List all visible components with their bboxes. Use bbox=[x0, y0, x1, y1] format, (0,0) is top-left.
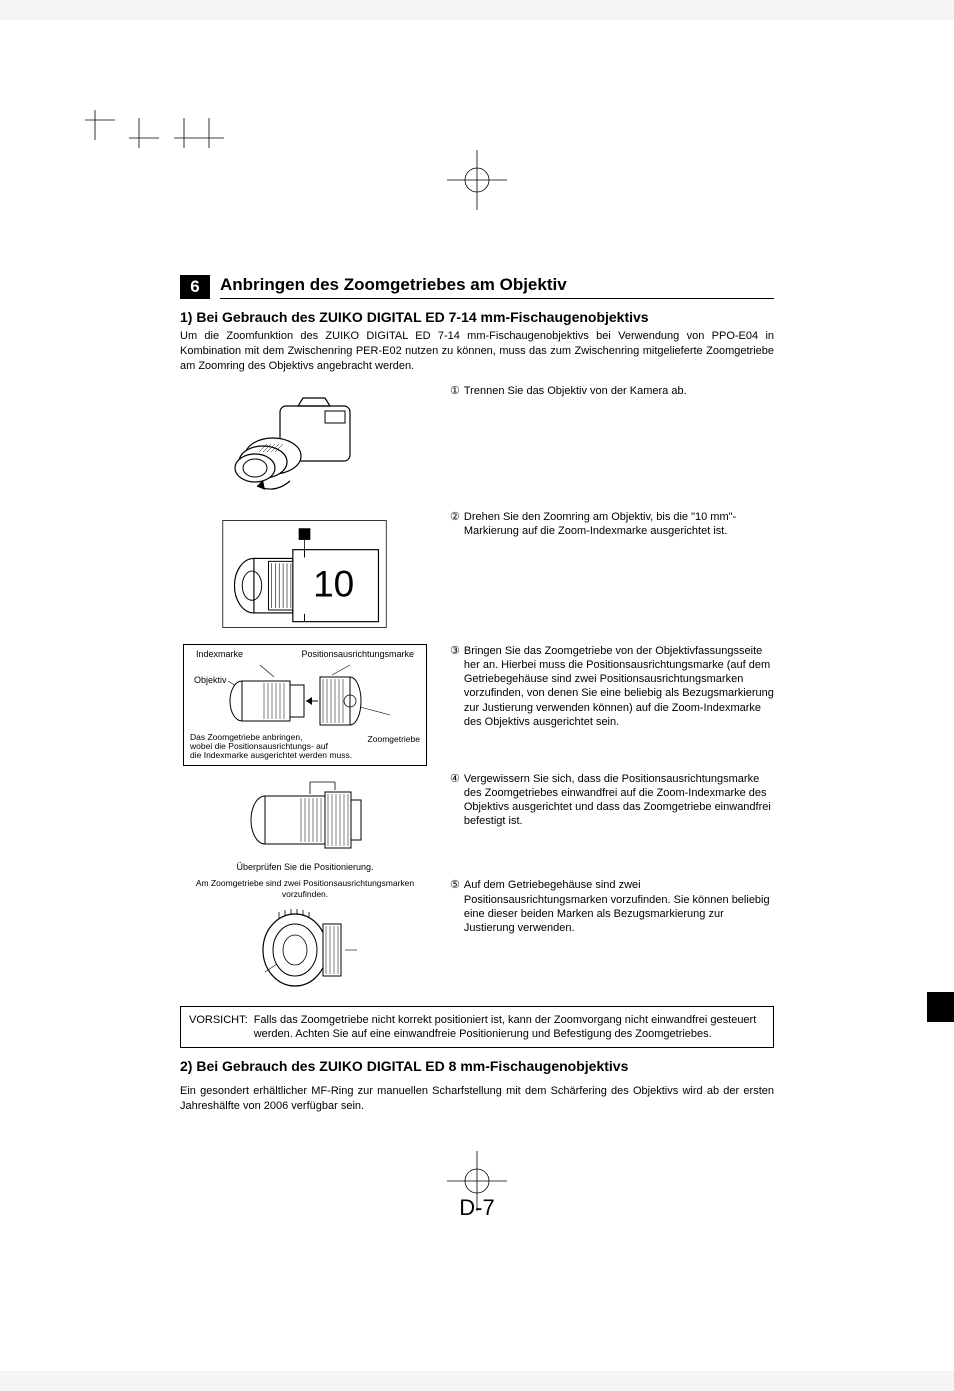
step-1-num: ① bbox=[450, 384, 460, 398]
caution-label: VORSICHT: bbox=[189, 1013, 248, 1042]
step-1-body: Trennen Sie das Objektiv von der Kamera … bbox=[464, 384, 687, 398]
fig3-note-l3: die Indexmarke ausgerichtet werden muss. bbox=[190, 751, 352, 760]
subheading-1: 1) Bei Gebrauch des ZUIKO DIGITAL ED 7-1… bbox=[180, 309, 774, 325]
figure-5-two-marks: Am Zoomgetriebe sind zwei Positionsausri… bbox=[180, 878, 430, 991]
step-2-text: ② Drehen Sie den Zoomring am Objektiv, b… bbox=[450, 510, 774, 539]
section-title: Anbringen des Zoomgetriebes am Objektiv bbox=[220, 275, 774, 299]
body-text-2: Ein gesondert erhältlicher MF-Ring zur m… bbox=[180, 1084, 774, 1114]
crop-mark-bottom-right bbox=[174, 110, 234, 150]
page-number: D-7 bbox=[459, 1195, 494, 1221]
subheading-2: 2) Bei Gebrauch des ZUIKO DIGITAL ED 8 m… bbox=[180, 1058, 774, 1074]
caution-text: Falls das Zoomgetriebe nicht korrekt pos… bbox=[254, 1013, 765, 1042]
section-number: 6 bbox=[180, 275, 210, 299]
figure-2-zoom-ring: 10 bbox=[180, 510, 430, 638]
crop-mark-bottom-left bbox=[129, 110, 169, 150]
step-row-1: ① Trennen Sie das Objektiv von der Kamer… bbox=[180, 384, 774, 504]
crop-mark-top-left bbox=[85, 110, 125, 150]
step-3-num: ③ bbox=[450, 644, 460, 730]
fig3-label-lens: Objektiv bbox=[194, 675, 227, 685]
step-4-num: ④ bbox=[450, 772, 460, 829]
step-3-body: Bringen Sie das Zoomgetriebe von der Obj… bbox=[464, 644, 774, 730]
step-row-3: Indexmarke Positionsausrichtungsmarke Ob… bbox=[180, 644, 774, 766]
fig5-caption: Am Zoomgetriebe sind zwei Positionsausri… bbox=[183, 878, 427, 898]
fig4-caption: Überprüfen Sie die Positionierung. bbox=[215, 862, 395, 873]
step-row-5: Am Zoomgetriebe sind zwei Positionsausri… bbox=[180, 878, 774, 991]
step-4-body: Vergewissern Sie sich, dass die Position… bbox=[464, 772, 774, 829]
intro-text-1: Um die Zoomfunktion des ZUIKO DIGITAL ED… bbox=[180, 329, 774, 374]
step-row-2: 10 ② Drehen Sie den Zoomring am Objektiv… bbox=[180, 510, 774, 638]
step-1-text: ① Trennen Sie das Objektiv von der Kamer… bbox=[450, 384, 774, 398]
step-row-4: Überprüfen Sie die Positionierung. ④ Ver… bbox=[180, 772, 774, 873]
figure-3-attach-gear: Indexmarke Positionsausrichtungsmarke Ob… bbox=[180, 644, 430, 766]
caution-box: VORSICHT: Falls das Zoomgetriebe nicht k… bbox=[180, 1006, 774, 1049]
thumb-tab bbox=[927, 992, 954, 1022]
step-3-text: ③ Bringen Sie das Zoomgetriebe von der O… bbox=[450, 644, 774, 730]
zoom-scale-10: 10 bbox=[313, 563, 354, 604]
fig3-label-gear: Zoomgetriebe bbox=[368, 733, 420, 744]
section-header: 6 Anbringen des Zoomgetriebes am Objekti… bbox=[180, 275, 774, 299]
step-2-body: Drehen Sie den Zoomring am Objektiv, bis… bbox=[464, 510, 774, 539]
step-4-text: ④ Vergewissern Sie sich, dass die Positi… bbox=[450, 772, 774, 829]
fig3-label-pos: Positionsausrichtungsmarke bbox=[301, 649, 414, 659]
step-5-body: Auf dem Getriebegehäuse sind zwei Positi… bbox=[464, 878, 774, 935]
page-content: 6 Anbringen des Zoomgetriebes am Objekti… bbox=[85, 155, 869, 1114]
step-5-num: ⑤ bbox=[450, 878, 460, 935]
fig3-label-index: Indexmarke bbox=[196, 649, 243, 659]
figure-4-check-position: Überprüfen Sie die Positionierung. bbox=[180, 772, 430, 873]
manual-page: 6 Anbringen des Zoomgetriebes am Objekti… bbox=[0, 20, 954, 1371]
figure-1-camera bbox=[180, 384, 430, 504]
step-2-num: ② bbox=[450, 510, 460, 539]
step-5-text: ⑤ Auf dem Getriebegehäuse sind zwei Posi… bbox=[450, 878, 774, 935]
